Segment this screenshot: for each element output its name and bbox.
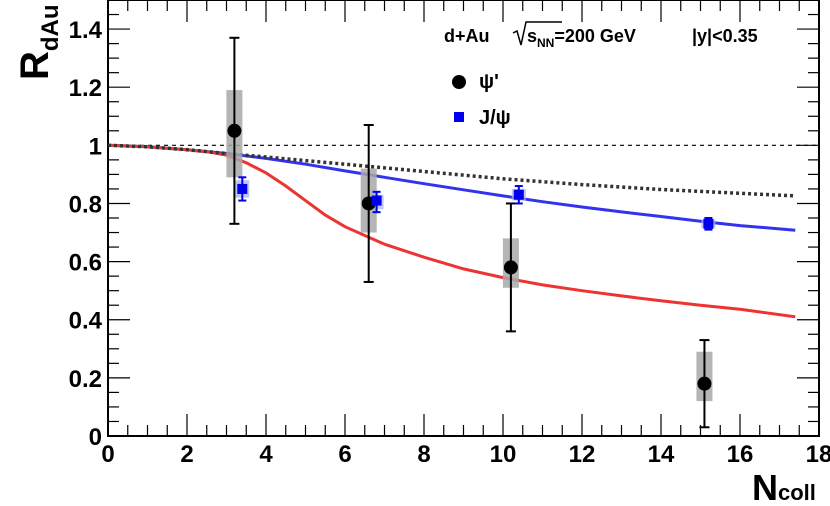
annotation-energy-prefix: s [527,26,537,46]
curve-layer [107,143,796,319]
x-tick-label: 14 [648,441,675,468]
data-point-psi-prime [697,376,712,391]
y-axis-title-sub: dAu [37,4,64,51]
annotation: d+Au sNN=200 GeV |y|<0.35 [444,21,758,50]
y-tick-label: 0 [89,424,102,451]
annotation-system: d+Au [444,26,490,46]
x-tick-labels: 0 2 4 6 8 10 12 14 16 18 [101,441,830,468]
x-tick-label: 0 [101,441,114,468]
statistical-error-layer [229,36,713,429]
annotation-energy: sNN=200 GeV [527,26,636,50]
x-axis-title-main: N [752,467,778,506]
sqrt-symbol [512,21,562,46]
x-tick-label: 8 [417,441,430,468]
data-point-psi-prime [503,260,518,275]
y-axis-title: RdAu [13,4,64,80]
y-tick-label: 0.6 [69,250,102,277]
x-tick-label: 6 [338,441,351,468]
y-tick-label: 1.2 [69,75,102,102]
annotation-rapidity: |y|<0.35 [692,26,758,46]
y-tick-label: 0.8 [69,191,102,218]
x-tick-label: 18 [806,441,830,468]
x-tick-label: 10 [490,441,517,468]
legend: ψ' J/ψ [452,71,511,129]
legend-label-psi-prime: ψ' [479,71,499,93]
x-axis-title: Ncoll [752,467,816,506]
y-tick-labels: 0 0.2 0.4 0.6 0.8 1 1.2 1.4 [69,17,103,451]
y-axis-title-main: R [13,51,57,80]
data-point-jpsi [703,218,714,229]
x-tick-label: 12 [569,441,596,468]
model-curve-2 [107,143,796,198]
systematic-error-layer [226,90,716,402]
annotation-energy-sub: NN [537,36,554,50]
legend-marker-jpsi [454,112,464,122]
axis-ticks [107,0,820,437]
model-curve-0 [107,143,796,232]
marker-layer [227,123,714,391]
x-tick-label: 4 [259,441,273,468]
legend-marker-psi-prime [452,75,466,89]
data-point-jpsi [513,189,524,200]
y-tick-label: 0.2 [69,366,102,393]
y-tick-label: 1 [89,133,102,160]
annotation-energy-value: =200 GeV [554,26,636,46]
model-curve-1 [107,143,796,319]
y-tick-label: 0.4 [69,308,103,335]
x-tick-label: 16 [727,441,754,468]
data-point-psi-prime [227,123,242,138]
legend-label-jpsi: J/ψ [479,107,511,129]
x-tick-label: 2 [180,441,193,468]
data-point-jpsi [371,195,382,206]
data-point-jpsi [237,183,248,194]
x-axis-title-sub: coll [778,480,816,505]
y-tick-label: 1.4 [69,17,103,44]
